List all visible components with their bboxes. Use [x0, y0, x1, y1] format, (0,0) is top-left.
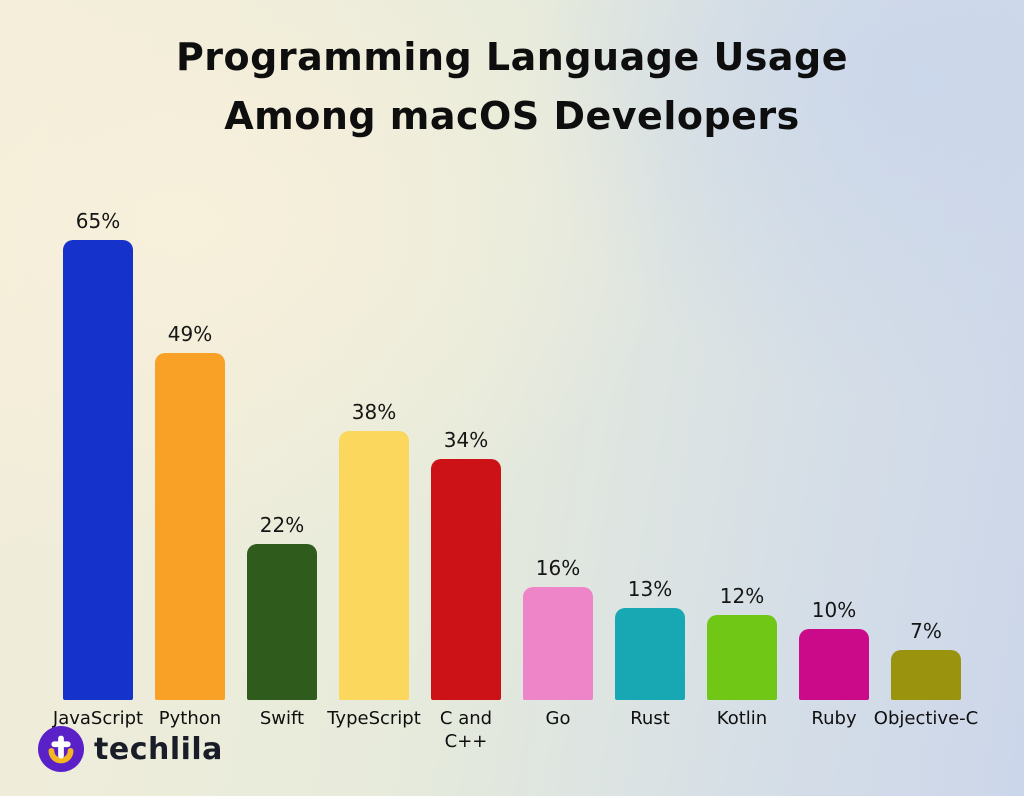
bar-category-label-ruby: Ruby — [811, 708, 857, 729]
bar-value-label-javascript: 65% — [75, 209, 121, 233]
bar-value-label-kotlin: 12% — [719, 584, 765, 608]
bar-value-label-go: 16% — [535, 556, 581, 580]
bar-group-ruby: 10% Ruby — [788, 598, 880, 729]
bar-value-label-typescript: 38% — [351, 400, 397, 424]
bar-category-label-typescript: TypeScript — [327, 708, 421, 729]
bar-javascript — [63, 240, 133, 700]
bar-value-label-swift: 22% — [259, 513, 305, 537]
bar-ruby — [799, 629, 869, 700]
bar-category-label-kotlin: Kotlin — [716, 708, 768, 729]
bar-group-go: 16% Go — [512, 556, 604, 729]
bar-value-label-ruby: 10% — [811, 598, 857, 622]
bar-group-rust: 13% Rust — [604, 577, 696, 729]
bar-category-label-objective-c: Objective-C — [873, 708, 979, 729]
bar-category-label-swift: Swift — [259, 708, 305, 729]
bar-value-label-objective-c: 7% — [910, 619, 942, 643]
brand-logo: techlila — [38, 726, 223, 772]
bar-swift — [247, 544, 317, 700]
bar-typescript — [339, 431, 409, 700]
techlila-logo-icon — [38, 726, 84, 772]
bar-group-python: 49% Python — [144, 322, 236, 729]
bar-chart: 65% JavaScript 49% Python 22% Swift 38% TypeScr… — [52, 196, 978, 752]
bar-value-label-rust: 13% — [627, 577, 673, 601]
bar-value-label-c-and-c: 34% — [443, 428, 489, 452]
bar-objective-c — [891, 650, 961, 700]
chart-title: Programming Language Usage Among macOS D… — [175, 35, 849, 138]
bar-category-label-rust: Rust — [630, 708, 670, 729]
bar-group-objective-c: 7% Objective-C — [874, 619, 978, 729]
bar-category-label-c-and-c: C and C++ — [439, 708, 493, 752]
bar-group-c-and-c: 34% C and C++ — [420, 428, 512, 752]
techlila-logo-text: techlila — [94, 731, 223, 767]
bar-group-javascript: 65% JavaScript — [52, 209, 144, 729]
bar-category-label-javascript: JavaScript — [52, 708, 144, 729]
bar-go — [523, 587, 593, 700]
bar-category-label-go: Go — [545, 708, 571, 729]
bar-kotlin — [707, 615, 777, 700]
bar-group-swift: 22% Swift — [236, 513, 328, 729]
bar-python — [155, 353, 225, 700]
bar-category-label-python: Python — [158, 708, 222, 729]
bar-group-typescript: 38% TypeScript — [327, 400, 421, 729]
bar-rust — [615, 608, 685, 700]
bar-value-label-python: 49% — [167, 322, 213, 346]
bar-c-and-c — [431, 459, 501, 700]
bar-group-kotlin: 12% Kotlin — [696, 584, 788, 729]
